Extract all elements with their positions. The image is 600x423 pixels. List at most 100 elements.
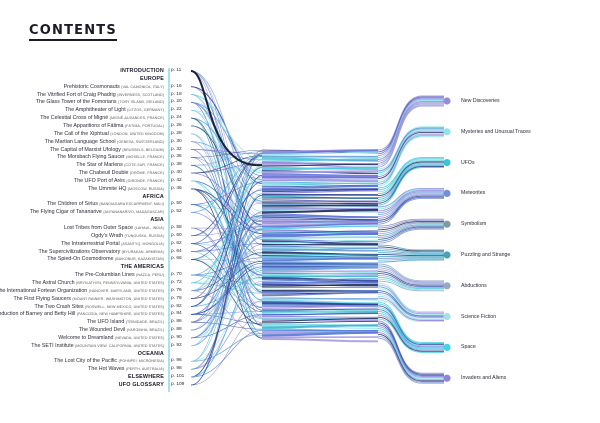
- ribbon-line: [261, 150, 379, 154]
- ribbon-line: [261, 149, 379, 153]
- theme-connector: [377, 96, 444, 153]
- connector-line: [190, 94, 263, 187]
- theme-connector: [377, 166, 444, 204]
- ribbon-line: [261, 158, 379, 162]
- connector-line: [190, 102, 263, 177]
- connector-line: [190, 86, 263, 246]
- ribbon-line: [261, 315, 379, 318]
- connector-line: [190, 167, 263, 299]
- connector-line: [190, 265, 263, 284]
- connector-line: [190, 94, 263, 255]
- theme-connector: [377, 250, 444, 254]
- theme-dot: [443, 251, 451, 259]
- theme-connector: [377, 128, 444, 174]
- ribbon-line: [261, 166, 379, 171]
- ribbon-line: [261, 239, 379, 243]
- theme-connector: [377, 193, 444, 217]
- theme-connector: [377, 282, 444, 313]
- ribbon-line: [261, 214, 379, 219]
- ribbon-line: [261, 308, 379, 311]
- ribbon-line: [261, 173, 379, 177]
- theme-connector: [377, 309, 444, 348]
- theme-connector: [377, 318, 444, 353]
- connector-line: [190, 188, 263, 293]
- connector-line: [190, 188, 263, 256]
- connector-line: [190, 150, 263, 158]
- theme-connector: [377, 133, 444, 181]
- ribbon-line: [261, 177, 379, 182]
- theme-markers: [443, 97, 451, 382]
- connector-line: [190, 180, 263, 231]
- theme-connector: [377, 301, 444, 343]
- theme-connector: [377, 267, 444, 284]
- theme-connector: [377, 280, 444, 292]
- theme-connector: [377, 95, 444, 151]
- theme-connector: [377, 293, 444, 319]
- theme-connector: [377, 246, 444, 252]
- ribbon-line: [261, 240, 379, 245]
- connector-line: [190, 152, 263, 362]
- connector-line: [190, 188, 263, 339]
- connector-line: [190, 125, 263, 226]
- ribbon-line: [261, 229, 379, 234]
- ribbon-line: [261, 202, 379, 205]
- theme-connector: [377, 223, 444, 235]
- theme-connector: [377, 159, 444, 193]
- ribbon-line: [261, 170, 379, 174]
- connector-line: [190, 117, 263, 236]
- connector-line: [190, 259, 263, 263]
- theme-connector-lines: [377, 95, 444, 384]
- theme-connector: [377, 227, 444, 242]
- introduction-connector: [190, 70, 263, 167]
- ribbon-line: [261, 320, 379, 324]
- theme-connector: [377, 222, 444, 233]
- ribbon-line: [261, 220, 379, 225]
- ribbon-line: [261, 208, 379, 214]
- theme-connector: [377, 276, 444, 290]
- ribbon-line: [261, 272, 379, 276]
- theme-connector: [377, 131, 444, 179]
- theme-connector: [377, 98, 444, 157]
- theme-connector: [377, 299, 444, 323]
- theme-dot: [443, 97, 451, 105]
- theme-connector: [377, 127, 444, 172]
- connector-line: [190, 176, 263, 284]
- theme-connector: [377, 259, 444, 263]
- connector-line: [190, 310, 263, 315]
- connector-line: [190, 110, 263, 274]
- ribbon-line: [261, 189, 379, 193]
- theme-connector: [377, 307, 444, 347]
- theme-connector: [377, 104, 444, 166]
- theme-dot: [443, 343, 451, 351]
- theme-connector: [377, 265, 444, 283]
- theme-connector: [377, 331, 444, 381]
- connector-line: [190, 193, 263, 362]
- theme-connector: [377, 284, 444, 314]
- theme-connector: [377, 225, 444, 238]
- connector-line: [190, 203, 263, 221]
- ribbon-line: [261, 253, 379, 256]
- ribbon-line: [261, 207, 379, 211]
- theme-connector: [377, 269, 444, 285]
- theme-connector: [377, 136, 444, 187]
- theme-connector: [377, 263, 444, 282]
- theme-connector: [377, 191, 444, 214]
- ribbon-line: [261, 247, 379, 252]
- ribbon-line: [261, 317, 379, 322]
- ribbon-line: [261, 182, 379, 186]
- theme-connector: [377, 167, 444, 206]
- ribbon-line: [261, 309, 379, 314]
- connector-line: [190, 300, 263, 370]
- ribbon-line: [261, 225, 379, 230]
- theme-connector: [377, 326, 444, 377]
- connector-line: [190, 165, 263, 323]
- theme-connector: [377, 337, 444, 384]
- theme-connector: [377, 305, 444, 346]
- connector-line: [190, 215, 263, 370]
- theme-connector: [377, 330, 444, 380]
- theme-dot: [443, 220, 451, 228]
- ribbon-line: [261, 188, 379, 191]
- ribbon-line: [261, 222, 379, 228]
- ribbon-line: [261, 261, 379, 265]
- ribbon-line: [261, 283, 379, 287]
